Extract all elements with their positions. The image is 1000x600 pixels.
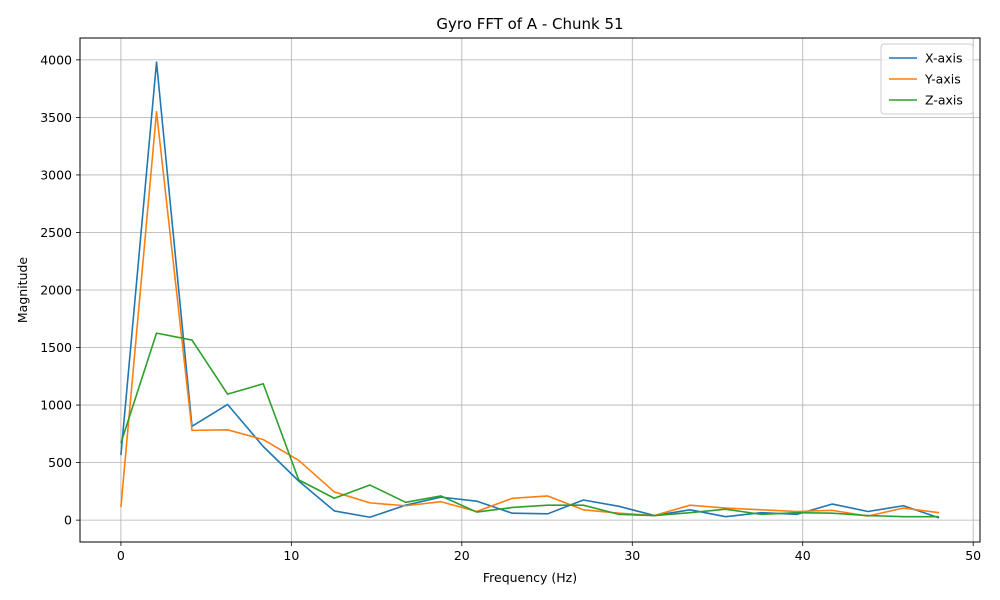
x-tick-label: 40 [795,548,811,563]
chart-title: Gyro FFT of A - Chunk 51 [436,15,623,33]
x-tick-label: 20 [454,548,470,563]
legend-box [880,43,974,115]
x-tick-label: 50 [965,548,981,563]
x-axis-title: Frequency (Hz) [483,570,577,585]
y-tick-label: 0 [64,513,72,528]
y-tick-label: 2000 [40,283,72,298]
y-tick-label: 3500 [40,110,72,125]
y-axis-title: Magnitude [15,257,30,324]
y-tick-label: 1500 [40,340,72,355]
axis-ticks: 0 10 20 30 40 5005001000150020002500300035004… [40,52,981,563]
legend-label: Y-axis [924,72,961,87]
y-tick-label: 3000 [40,167,72,182]
legend-label: X-axis [925,51,963,66]
y-tick-label: 4000 [40,52,72,67]
series-line-y-axis [120,110,940,517]
x-tick-label: 30 [624,548,640,563]
y-tick-label: 500 [48,455,72,470]
legend-label: Z-axis [925,93,963,108]
y-tick-label: 1000 [40,398,72,413]
x-tick-label: 0 [117,548,125,563]
series-line-z-axis [120,332,940,518]
x-tick-label: 10 [283,548,299,563]
series-lines [120,61,940,519]
legend: X-axis Y-axis Z-axis [880,43,974,115]
grid [80,38,980,542]
y-tick-label: 2500 [40,225,72,240]
